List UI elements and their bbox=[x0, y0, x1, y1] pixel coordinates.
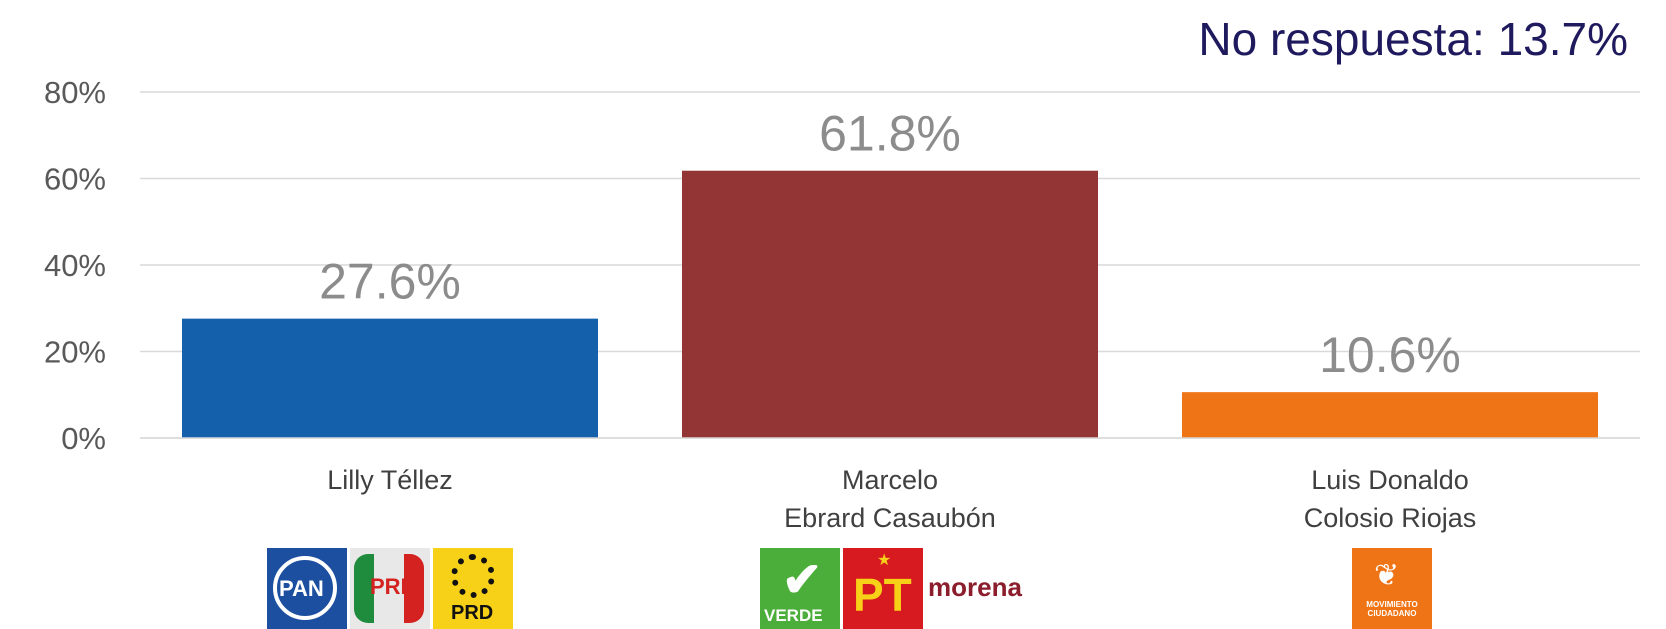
category-label: Luis Donaldo Colosio Riojas bbox=[1210, 461, 1570, 537]
logo-text: PRI bbox=[370, 574, 407, 599]
logo-text: PT bbox=[853, 569, 912, 621]
bar bbox=[1182, 392, 1598, 438]
bar bbox=[182, 318, 598, 438]
prd-sun-shape bbox=[451, 554, 495, 598]
verde-logo-icon: ✔ VERDE bbox=[760, 548, 840, 629]
category-label-line: Ebrard Casaubón bbox=[784, 503, 996, 533]
category-label-line: Marcelo bbox=[841, 465, 939, 495]
y-tick-label: 60% bbox=[44, 162, 106, 197]
logo-text: morena bbox=[928, 572, 1022, 602]
prd-logo-icon: PRD bbox=[433, 548, 513, 629]
data-label: 10.6% bbox=[1319, 327, 1461, 383]
no-response-note: No respuesta: 13.7% bbox=[1198, 13, 1628, 65]
logo-text: VERDE bbox=[764, 606, 823, 625]
y-tick-label: 20% bbox=[44, 335, 106, 370]
pri-logo-icon: PRI bbox=[350, 548, 430, 629]
movimiento-ciudadano-logo-icon: ❦ MOVIMIENTO CIUDADANO bbox=[1352, 548, 1432, 629]
category-label-line: Lilly Téllez bbox=[327, 465, 453, 495]
pan-ring-shape bbox=[273, 556, 337, 620]
bar bbox=[682, 170, 1098, 438]
category-label-line: Colosio Riojas bbox=[1303, 503, 1477, 533]
pan-pri-prd-logos: PAN PRI PRD bbox=[267, 548, 513, 629]
pri-red-stripe bbox=[404, 554, 424, 623]
category-label: Marcelo Ebrard Casaubón bbox=[710, 461, 1070, 537]
y-tick-label: 40% bbox=[44, 248, 106, 283]
pan-logo-icon: PAN bbox=[267, 548, 347, 629]
category-label: Lilly Téllez bbox=[210, 461, 570, 499]
verde-v-shape: ✔ bbox=[782, 554, 823, 607]
morena-logo-icon: morena bbox=[926, 548, 1046, 629]
category-label-line: Luis Donaldo bbox=[1311, 465, 1469, 495]
pri-green-stripe bbox=[354, 554, 374, 623]
data-label: 61.8% bbox=[819, 106, 961, 162]
data-label: 27.6% bbox=[319, 254, 461, 310]
y-tick-label: 0% bbox=[61, 421, 106, 456]
logo-text: PAN bbox=[279, 576, 324, 601]
movimiento-ciudadano-logo: ❦ MOVIMIENTO CIUDADANO bbox=[1352, 548, 1432, 629]
pt-logo-icon: ★ PT bbox=[843, 548, 923, 629]
mc-eagle-shape: ❦ bbox=[1374, 559, 1400, 592]
pt-star-shape: ★ bbox=[877, 552, 892, 569]
verde-pt-morena-logos: ✔ VERDE ★ PT morena bbox=[760, 548, 1046, 629]
y-tick-label: 80% bbox=[44, 75, 106, 110]
logo-text: PRD bbox=[451, 602, 494, 624]
logo-text: MOVIMIENTO CIUDADANO bbox=[1366, 600, 1418, 618]
